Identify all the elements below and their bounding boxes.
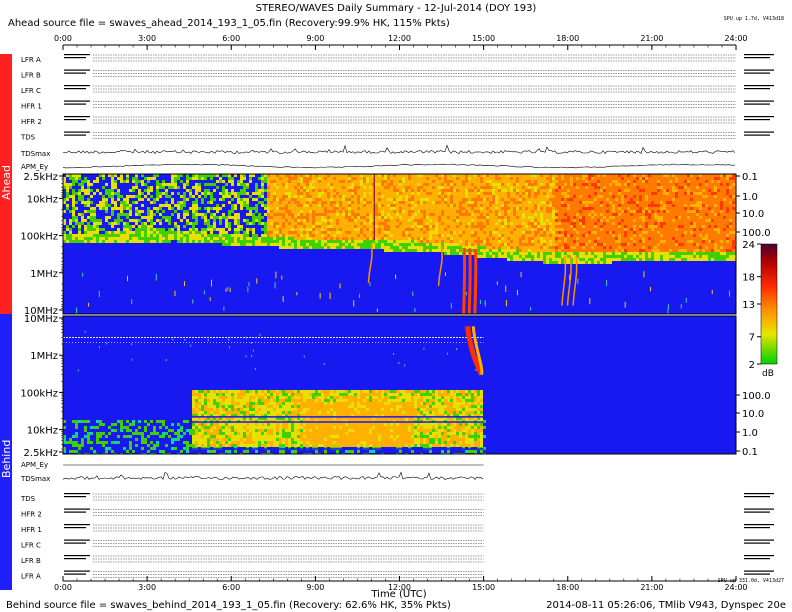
behind-right-tick-label: 10.0: [742, 409, 764, 420]
behind-freq-tick-label: 2.5kHz: [24, 448, 58, 459]
ahead-side-bar: [0, 54, 12, 314]
top-time-tick-label: 3:00: [138, 34, 156, 43]
ahead-burst-mark: [467, 248, 472, 314]
behind-freq-tick-label: 100kHz: [20, 388, 58, 399]
behind-panel-label: APM_Ey: [21, 461, 48, 469]
ahead-right-tick-label: 10.0: [742, 209, 764, 220]
bottom-time-tick-label: 21:00: [640, 583, 663, 592]
behind-panel-label: HFR 2: [21, 511, 42, 519]
ahead-panel-label: TDSmax: [20, 150, 50, 158]
bottom-time-axis: 0:00 3:00 6:00 9:00 12:00 15:00 18:00 21:00 24:0…: [54, 576, 748, 592]
bottom-time-tick-label: 15:00: [472, 583, 495, 592]
behind-panel-label: LFR C: [21, 542, 41, 550]
ahead-burst-mark: [473, 248, 478, 314]
ahead-spu-status: SPU up 1.7d, V413d18: [724, 16, 784, 22]
colorbar-unit: dB: [762, 369, 774, 379]
behind-instrument-panels: TDS HFR 2 HFR 1 LFR C LFR B LFR A APM_Ey TDSmax: [20, 461, 774, 581]
ahead-right-tick-label: 0.1: [742, 172, 758, 183]
ahead-burst-mark: [462, 247, 467, 314]
bottom-time-tick-label: 0:00: [54, 583, 72, 592]
behind-panel-label: TDSmax: [20, 475, 50, 483]
ahead-freq-tick-label: 2.5kHz: [24, 172, 58, 183]
behind-burst-mark: [471, 326, 484, 375]
top-time-tick-label: 18:00: [556, 34, 579, 43]
bottom-time-tick-label: 9:00: [306, 583, 324, 592]
behind-right-tick-label: 0.1: [742, 447, 758, 458]
colorbar-tick-label: 18: [742, 273, 755, 284]
ahead-panel-label: APM_Ey: [21, 163, 48, 171]
x-axis-label: Time (UTC): [370, 589, 426, 600]
bottom-time-tick-label: 24:00: [724, 583, 747, 592]
top-time-axis: 0:00 3:00 6:00 9:00 12:00 15:00 18:00 21:00 24:0…: [54, 34, 748, 50]
behind-panel-label: HFR 1: [21, 526, 42, 534]
bottom-time-tick-label: 18:00: [556, 583, 579, 592]
behind-panel-label: TDS: [20, 495, 36, 503]
ahead-spectrogram: [63, 174, 736, 314]
colorbar-tick-label: 7: [749, 333, 755, 344]
behind-source-file: Behind source file = swaves_behind_2014_…: [6, 600, 451, 611]
ahead-right-tick-label: 1.0: [742, 192, 758, 203]
ahead-side-label: Ahead: [0, 165, 13, 200]
behind-freq-tick-label: 1MHz: [30, 351, 58, 362]
ahead-burst-mark: [561, 255, 567, 306]
ahead-burst-mark: [437, 245, 443, 287]
ahead-freq-tick-label: 10MHz: [24, 306, 58, 317]
top-time-tick-label: 0:00: [54, 34, 72, 43]
top-time-tick-label: 24:00: [724, 34, 747, 43]
ahead-panel-label: HFR 1: [21, 103, 42, 111]
ahead-panel-label: LFR C: [21, 87, 41, 95]
behind-spu-status: SPU up 331.0d, V413d27: [718, 578, 784, 584]
top-time-tick-label: 9:00: [306, 34, 324, 43]
bottom-time-tick-label: 6:00: [222, 583, 240, 592]
footer-timestamp: 2014-08-11 05:26:06, TMlib V943, Dynspec…: [546, 600, 786, 611]
behind-right-tick-label: 100.0: [742, 391, 771, 402]
behind-spectrogram: [63, 316, 736, 454]
top-time-tick-label: 15:00: [472, 34, 495, 43]
page-title: STEREO/WAVES Daily Summary - 12-Jul-2014…: [256, 3, 537, 14]
behind-right-tick-label: 1.0: [742, 428, 758, 439]
ahead-burst-mark: [566, 255, 572, 306]
ahead-source-file: Ahead source file = swaves_ahead_2014_19…: [8, 18, 450, 29]
behind-panel-label: LFR A: [21, 573, 41, 581]
colorbar-tick-label: 2: [749, 360, 755, 371]
ahead-panel-label: HFR 2: [21, 118, 42, 126]
behind-freq-tick-label: 10kHz: [27, 426, 58, 437]
ahead-panel-label: TDS: [20, 134, 36, 142]
ahead-burst-mark: [572, 255, 578, 306]
behind-side-bar: [0, 314, 12, 590]
colorbar-tick-label: 13: [742, 300, 755, 311]
bottom-time-tick-label: 3:00: [138, 583, 156, 592]
behind-side-label: Behind: [0, 440, 13, 478]
behind-freq-tick-label: 10MHz: [24, 314, 58, 325]
ahead-panel-label: LFR A: [21, 56, 41, 64]
top-time-tick-label: 21:00: [640, 34, 663, 43]
top-time-tick-label: 6:00: [222, 34, 240, 43]
ahead-freq-tick-label: 10kHz: [27, 194, 58, 205]
colorbar-tick-label: 24: [742, 240, 755, 251]
ahead-freq-tick-label: 1MHz: [30, 269, 58, 280]
ahead-instrument-panels: LFR A LFR B LFR C HFR 1 HFR 2 TDS TDSmax APM_Ey: [20, 54, 774, 171]
behind-panel-label: LFR B: [21, 557, 41, 565]
ahead-panel-label: LFR B: [21, 72, 41, 80]
bottom-time-tick-label: 12:00: [388, 583, 411, 592]
top-time-tick-label: 12:00: [388, 34, 411, 43]
ahead-burst-mark: [367, 242, 373, 283]
ahead-freq-tick-label: 100kHz: [20, 232, 58, 243]
colorbar: 24 18 13 7 2 dB: [742, 240, 778, 379]
ahead-right-tick-label: 100.0: [742, 228, 771, 239]
